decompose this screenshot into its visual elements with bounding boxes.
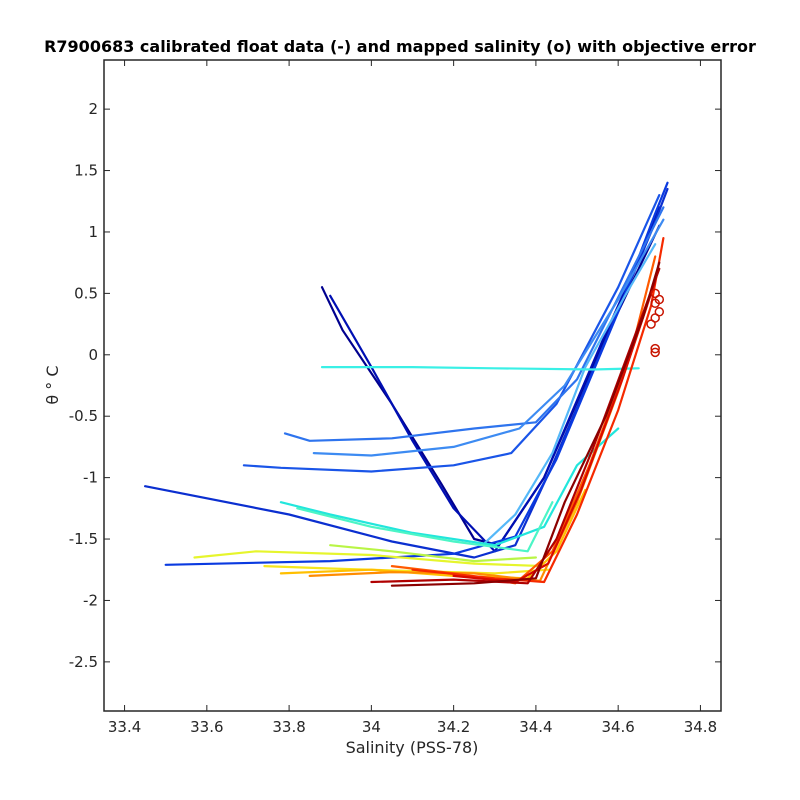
- y-tick-label: -1: [83, 469, 98, 487]
- x-tick-label: 33.4: [108, 718, 141, 736]
- profile-line-7: [312, 218, 665, 457]
- mapped-salinity-point: [654, 294, 665, 305]
- profile-line-2: [329, 206, 661, 553]
- y-tick-label: -0.5: [69, 407, 98, 425]
- y-tick-label: 1: [88, 223, 98, 241]
- profile-line-20: [370, 267, 661, 585]
- y-tick-label: -2: [83, 591, 98, 609]
- profile-line-12: [329, 544, 538, 563]
- x-tick-label: 34.8: [684, 718, 717, 736]
- mapped-points: [646, 288, 665, 358]
- profile-line-11: [296, 501, 554, 553]
- chart-title: R7900683 calibrated float data (-) and m…: [44, 37, 756, 56]
- mapped-salinity-point: [650, 347, 660, 358]
- x-tick-label: 34.4: [519, 718, 552, 736]
- profile-line-13: [193, 550, 546, 568]
- x-axis: 33.4 33.6 33.8 34 34.2 34.4 34.6 34.8: [108, 60, 717, 736]
- y-tick-label: -2.5: [69, 653, 98, 671]
- x-tick-label: 34.6: [601, 718, 634, 736]
- profile-line-18: [411, 237, 665, 584]
- profile-line-21: [390, 261, 661, 587]
- y-tick-label: 1.5: [74, 162, 98, 180]
- y-tick-label: 0: [88, 346, 98, 364]
- profile-line-9: [320, 366, 640, 371]
- profile-line-1: [320, 224, 661, 547]
- profile-line-14: [263, 564, 550, 575]
- x-tick-label: 33.8: [272, 718, 305, 736]
- profile-line-19: [452, 280, 657, 584]
- x-tick-label: 34: [362, 718, 381, 736]
- profile-line-5: [242, 194, 661, 473]
- x-axis-label: Salinity (PSS-78): [346, 738, 479, 757]
- profile-line-8: [481, 243, 657, 547]
- plot-frame: [103, 59, 722, 712]
- x-tick-label: 34.2: [437, 718, 470, 736]
- x-tick-label: 33.6: [190, 718, 223, 736]
- profile-line-4: [164, 181, 669, 566]
- profile-line-6: [283, 206, 665, 442]
- y-axis-label: θ ° C: [43, 365, 62, 404]
- mapped-salinity-point: [650, 343, 660, 354]
- plot-lines: [144, 181, 669, 587]
- y-tick-label: 2: [88, 100, 98, 118]
- profile-line-10: [279, 427, 620, 547]
- y-axis: 2 1.5 1 0.5 0 -0.5 -1 -1.5 -2 -2.5: [69, 100, 721, 671]
- y-tick-label: 0.5: [74, 284, 98, 302]
- mapped-salinity-point: [646, 319, 656, 329]
- y-tick-label: -1.5: [69, 530, 98, 548]
